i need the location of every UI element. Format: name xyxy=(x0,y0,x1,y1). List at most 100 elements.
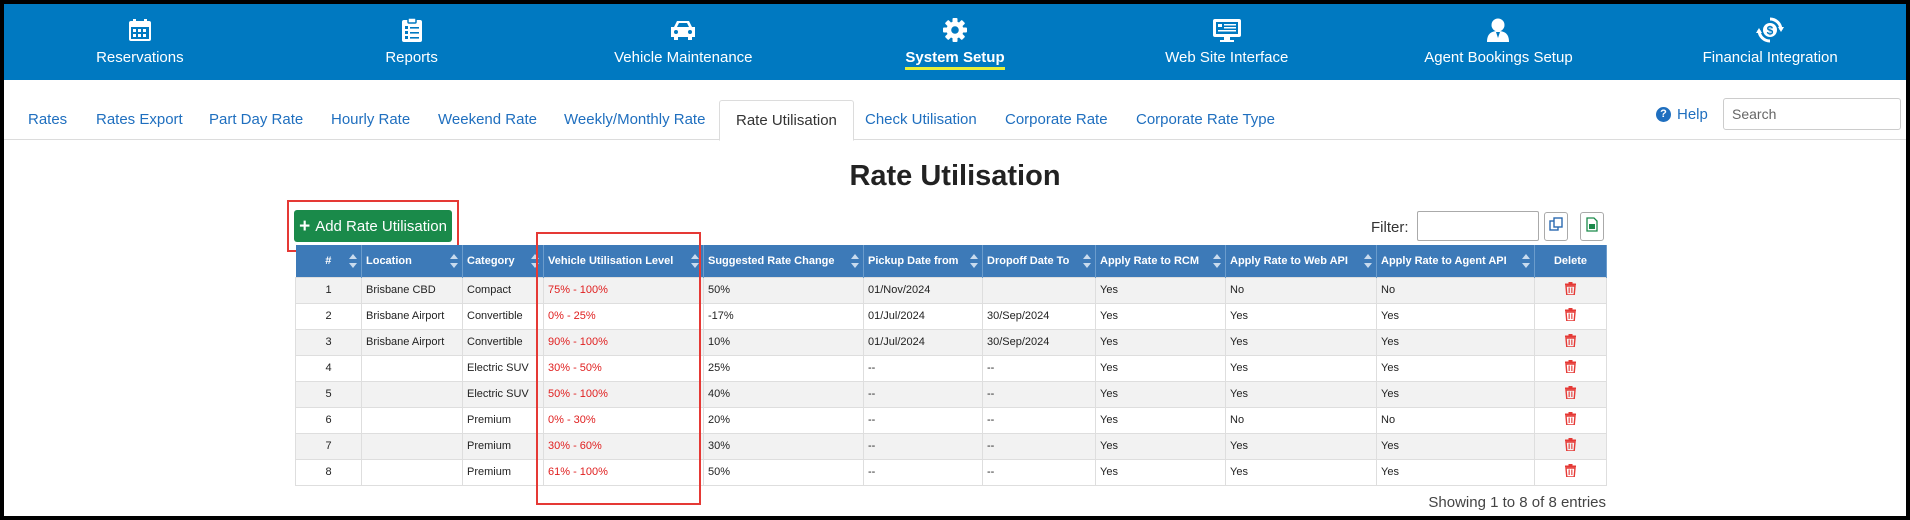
trash-icon[interactable] xyxy=(1565,360,1576,376)
nav-item-vehicle-maintenance[interactable]: Vehicle Maintenance xyxy=(547,4,819,80)
copy-button[interactable] xyxy=(1544,212,1568,241)
trash-icon[interactable] xyxy=(1565,386,1576,402)
search-input[interactable] xyxy=(1723,98,1901,130)
cell-utilisation-level: 0% - 25% xyxy=(543,302,704,330)
tab-corporate-rate-type[interactable]: Corporate Rate Type xyxy=(1136,111,1275,128)
cell-delete xyxy=(1534,458,1607,486)
cell-location xyxy=(361,380,463,408)
cell-suggested-rate-change: 10% xyxy=(703,328,864,356)
cell-category: Premium xyxy=(462,432,544,460)
column-apply-rate-rcm[interactable]: Apply Rate to RCM xyxy=(1095,245,1226,277)
trash-icon[interactable] xyxy=(1565,438,1576,454)
filter-input[interactable] xyxy=(1417,211,1539,241)
cell-delete xyxy=(1534,406,1607,434)
tab-weekly-monthly-rate[interactable]: Weekly/Monthly Rate xyxy=(564,111,706,128)
cell-utilisation-level: 0% - 30% xyxy=(543,406,704,434)
trash-icon[interactable] xyxy=(1565,308,1576,324)
cell-suggested-rate-change: 40% xyxy=(703,380,864,408)
cell-pickup-date: -- xyxy=(863,432,983,460)
cell-delete xyxy=(1534,380,1607,408)
nav-label: System Setup xyxy=(905,49,1005,70)
monitor-icon xyxy=(1212,16,1242,44)
tab-hourly-rate[interactable]: Hourly Rate xyxy=(331,111,411,128)
subtab-bar: Rates Rates Export Part Day Rate Hourly … xyxy=(4,100,1906,141)
cell-apply-rcm: Yes xyxy=(1095,406,1226,434)
cell-dropoff-date: 30/Sep/2024 xyxy=(982,328,1096,356)
nav-item-web-site-interface[interactable]: Web Site Interface xyxy=(1091,4,1363,80)
cell-apply-rcm: Yes xyxy=(1095,328,1226,356)
cell-category: Premium xyxy=(462,458,544,486)
column-suggested-rate-change[interactable]: Suggested Rate Change xyxy=(703,245,864,277)
column-header-label: Category xyxy=(467,254,515,267)
cell-suggested-rate-change: 30% xyxy=(703,432,864,460)
tab-rates[interactable]: Rates xyxy=(28,111,68,128)
cell-apply-web-api: No xyxy=(1225,276,1377,304)
export-excel-button[interactable] xyxy=(1580,212,1604,241)
cell-apply-rcm: Yes xyxy=(1095,354,1226,382)
sort-icon xyxy=(1083,254,1091,268)
column-pickup-date-from[interactable]: Pickup Date from xyxy=(863,245,983,277)
tab-corporate-rate[interactable]: Corporate Rate xyxy=(1005,111,1108,128)
column-header-label: Apply Rate to RCM xyxy=(1100,254,1199,267)
cell-location xyxy=(361,458,463,486)
cell-apply-agent-api: No xyxy=(1376,406,1535,434)
tab-rate-utilisation[interactable]: Rate Utilisation xyxy=(719,100,854,141)
add-button-label: Add Rate Utilisation xyxy=(315,217,447,235)
tab-part-day-rate[interactable]: Part Day Rate xyxy=(209,111,304,128)
cell-location: Brisbane Airport xyxy=(361,302,463,330)
tab-rates-export[interactable]: Rates Export xyxy=(96,111,183,128)
app-window: Reservations Reports Vehicle Maintenance… xyxy=(4,4,1906,516)
table-body: 1 Brisbane CBD Compact 75% - 100% 50% 01/Nov/… xyxy=(295,276,1607,486)
cell-pickup-date: -- xyxy=(863,380,983,408)
nav-item-financial-integration[interactable]: $ Financial Integration xyxy=(1634,4,1906,80)
excel-file-icon xyxy=(1586,216,1598,237)
column-apply-rate-agent-api[interactable]: Apply Rate to Agent API xyxy=(1376,245,1535,277)
cell-number: 1 xyxy=(295,276,362,304)
cell-apply-rcm: Yes xyxy=(1095,432,1226,460)
cell-suggested-rate-change: 50% xyxy=(703,458,864,486)
help-label: Help xyxy=(1677,106,1708,123)
nav-item-reservations[interactable]: Reservations xyxy=(4,4,276,80)
cell-category: Electric SUV xyxy=(462,354,544,382)
nav-item-system-setup[interactable]: System Setup xyxy=(819,4,1091,80)
column-vehicle-utilisation-level[interactable]: Vehicle Utilisation Level xyxy=(543,245,704,277)
help-link[interactable]: ? Help xyxy=(1656,106,1708,123)
cell-apply-web-api: Yes xyxy=(1225,354,1377,382)
cell-apply-agent-api: Yes xyxy=(1376,302,1535,330)
trash-icon[interactable] xyxy=(1565,282,1576,298)
cell-apply-agent-api: Yes xyxy=(1376,432,1535,460)
nav-item-agent-bookings-setup[interactable]: Agent Bookings Setup xyxy=(1363,4,1635,80)
main-nav: Reservations Reports Vehicle Maintenance… xyxy=(4,4,1906,80)
table-row: 8 Premium 61% - 100% 50% -- -- Yes Yes Yes xyxy=(295,458,1607,486)
nav-label: Reservations xyxy=(96,49,184,66)
column-apply-rate-web-api[interactable]: Apply Rate to Web API xyxy=(1225,245,1377,277)
tab-check-utilisation[interactable]: Check Utilisation xyxy=(865,111,977,128)
trash-icon[interactable] xyxy=(1565,334,1576,350)
table-row: 6 Premium 0% - 30% 20% -- -- Yes No No xyxy=(295,406,1607,434)
sort-icon xyxy=(531,254,539,268)
cell-number: 2 xyxy=(295,302,362,330)
column-header-label: Location xyxy=(366,254,412,267)
cell-location: Brisbane Airport xyxy=(361,328,463,356)
cell-pickup-date: 01/Nov/2024 xyxy=(863,276,983,304)
nav-item-reports[interactable]: Reports xyxy=(276,4,548,80)
trash-icon[interactable] xyxy=(1565,464,1576,480)
cell-delete xyxy=(1534,354,1607,382)
column-header-label: Dropoff Date To xyxy=(987,254,1070,267)
cell-utilisation-level: 30% - 50% xyxy=(543,354,704,382)
cell-utilisation-level: 90% - 100% xyxy=(543,328,704,356)
column-category[interactable]: Category xyxy=(462,245,544,277)
column-location[interactable]: Location xyxy=(361,245,463,277)
tab-weekend-rate[interactable]: Weekend Rate xyxy=(438,111,537,128)
trash-icon[interactable] xyxy=(1565,412,1576,428)
column-number[interactable]: # xyxy=(295,245,362,277)
filter-label: Filter: xyxy=(1371,219,1409,236)
sort-icon xyxy=(851,254,859,268)
cell-utilisation-level: 50% - 100% xyxy=(543,380,704,408)
add-rate-utilisation-button[interactable]: + Add Rate Utilisation xyxy=(294,210,452,242)
cell-apply-web-api: No xyxy=(1225,406,1377,434)
column-dropoff-date-to[interactable]: Dropoff Date To xyxy=(982,245,1096,277)
sort-icon xyxy=(349,254,357,268)
cell-location xyxy=(361,354,463,382)
sort-icon xyxy=(691,254,699,268)
